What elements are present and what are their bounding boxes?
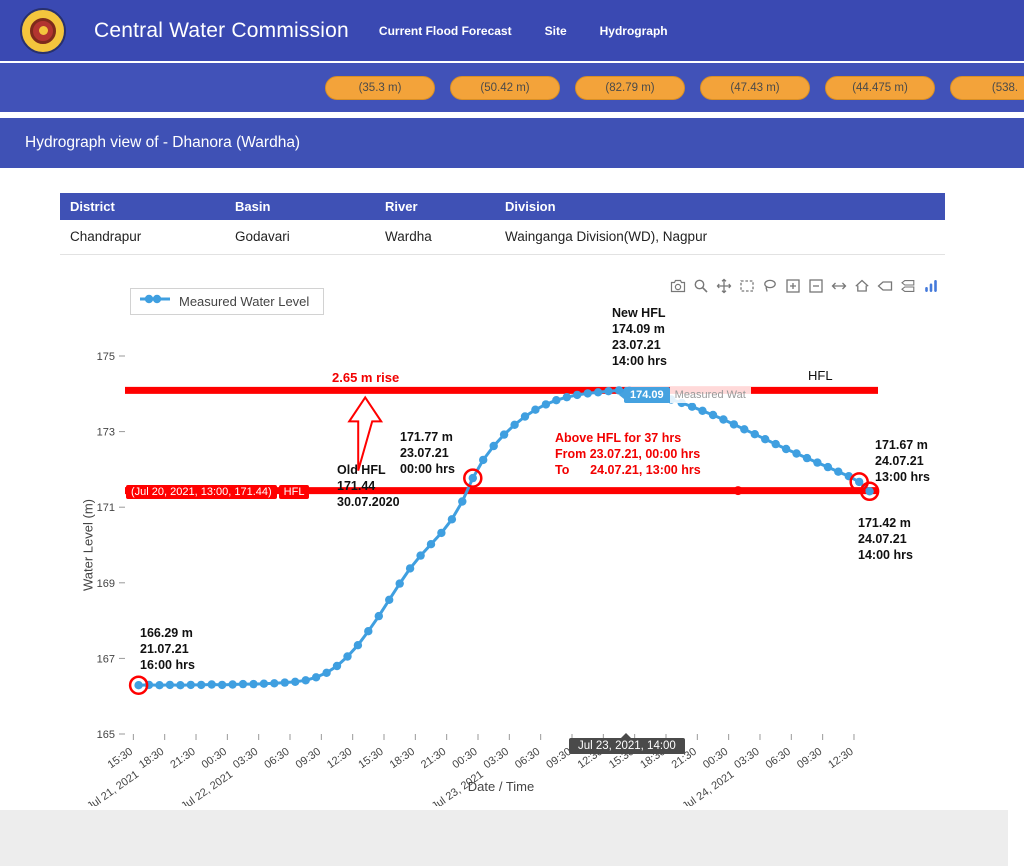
- station-level-button-6[interactable]: (538.: [950, 75, 1024, 100]
- svg-text:15:30: 15:30: [106, 745, 135, 771]
- legend-label: Measured Water Level: [179, 293, 310, 309]
- table-row: Chandrapur Godavari Wardha Wainganga Div…: [60, 220, 945, 255]
- camera-icon[interactable]: [668, 278, 687, 295]
- annotation-new-hfl: New HFL 174.09 m 23.07.21 14:00 hrs: [612, 305, 667, 368]
- zoom-in-icon[interactable]: [783, 278, 802, 295]
- svg-text:18:30: 18:30: [388, 745, 417, 771]
- cwc-logo-core: [38, 26, 48, 35]
- svg-text:12:30: 12:30: [826, 745, 855, 771]
- hfl-hover-text: (Jul 20, 2021, 13:00, 171.44): [126, 484, 277, 499]
- peak-hover-value: 174.09: [624, 386, 670, 403]
- svg-text:03:30: 03:30: [732, 745, 761, 771]
- page-subtitle: Hydrograph view of - Dhanora (Wardha): [25, 134, 301, 151]
- top-bars: Central Water Commission Current Flood F…: [0, 0, 1024, 168]
- cell-river: Wardha: [375, 220, 495, 255]
- chart-legend[interactable]: Measured Water Level: [130, 287, 325, 315]
- peak-hover-trace-name: Measured Wat: [669, 386, 751, 403]
- hydrograph-chart: 165 167 169 171 173 175 15:30 18:30 21:30 00:30 03…: [60, 268, 945, 806]
- svg-text:Jul 22, 2021: Jul 22, 2021: [179, 768, 235, 805]
- station-level-button-2[interactable]: (50.42 m): [450, 75, 560, 100]
- annotation-rise: 2.65 m rise: [332, 369, 400, 385]
- subtitle-bar: Hydrograph view of - Dhanora (Wardha): [0, 118, 1024, 168]
- nav-site[interactable]: Site: [544, 23, 567, 38]
- svg-text:09:30: 09:30: [294, 745, 323, 771]
- header-division: Division: [495, 193, 945, 220]
- svg-text:165: 165: [97, 729, 115, 741]
- svg-text:175: 175: [97, 351, 115, 363]
- lasso-select-icon[interactable]: [760, 278, 779, 295]
- plotly-modebar: [668, 278, 940, 295]
- station-info-table: District Basin River Division Chandrapur…: [60, 193, 945, 255]
- svg-text:06:30: 06:30: [513, 745, 542, 771]
- reset-axes-icon[interactable]: [852, 278, 871, 295]
- app-header: Central Water Commission Current Flood F…: [0, 0, 1024, 61]
- cell-division: Wainganga Division(WD), Nagpur: [495, 220, 945, 255]
- main-nav: Current Flood Forecast Site Hydrograph: [379, 24, 668, 38]
- plotly-logo-icon[interactable]: [921, 278, 940, 295]
- annotation-start: 166.29 m 21.07.21 16:00 hrs: [140, 625, 195, 672]
- annotation-end-1400: 171.42 m 24.07.21 14:00 hrs: [858, 515, 913, 562]
- nav-hydrograph[interactable]: Hydrograph: [599, 23, 668, 38]
- svg-text:06:30: 06:30: [262, 745, 291, 771]
- hover-closest-icon[interactable]: [875, 278, 894, 295]
- header-district: District: [60, 193, 225, 220]
- station-level-button-1[interactable]: (35.3 m): [325, 75, 435, 100]
- svg-text:00:30: 00:30: [450, 745, 479, 771]
- annotation-crossing: 171.77 m 23.07.21 00:00 hrs: [400, 429, 455, 476]
- svg-text:00:30: 00:30: [701, 745, 730, 771]
- annotation-above-hfl: Above HFL for 37 hrs From 23.07.21, 00:0…: [555, 430, 701, 477]
- page-scrollbar[interactable]: [1008, 168, 1024, 866]
- cell-district: Chandrapur: [60, 220, 225, 255]
- hfl-hover-trace-name: HFL: [278, 484, 310, 499]
- svg-text:12:30: 12:30: [325, 745, 354, 771]
- svg-text:00:30: 00:30: [200, 745, 229, 771]
- peak-hover-label: 174.09 Measured Wat: [619, 386, 751, 403]
- svg-text:03:30: 03:30: [231, 745, 260, 771]
- y-axis-title: Water Level (m): [80, 498, 96, 591]
- stations-bar: (35.3 m) (50.42 m) (82.79 m) (47.43 m) (…: [0, 61, 1024, 112]
- hfl-hover-label: (Jul 20, 2021, 13:00, 171.44) HFL: [126, 484, 310, 499]
- annotation-end-1300: 171.67 m 24.07.21 13:00 hrs: [875, 437, 930, 484]
- svg-text:09:30: 09:30: [795, 745, 824, 771]
- nav-current-flood-forecast[interactable]: Current Flood Forecast: [378, 23, 512, 38]
- station-level-button-4[interactable]: (47.43 m): [700, 75, 810, 100]
- svg-text:21:30: 21:30: [168, 745, 197, 771]
- table-header-row: District Basin River Division: [60, 193, 945, 220]
- x-axis-title: Date / Time: [467, 778, 535, 794]
- zoom-icon[interactable]: [691, 278, 710, 295]
- cell-basin: Godavari: [225, 220, 375, 255]
- svg-text:18:30: 18:30: [137, 745, 166, 771]
- annotation-old-hfl: Old HFL 171.44 30.07.2020: [337, 462, 400, 509]
- cwc-logo[interactable]: [20, 7, 66, 54]
- content-panel: District Basin River Division Chandrapur…: [0, 168, 1024, 810]
- zoom-out-icon[interactable]: [806, 278, 825, 295]
- autoscale-icon[interactable]: [829, 278, 848, 295]
- svg-text:Jul 24, 2021: Jul 24, 2021: [680, 768, 736, 805]
- station-level-button-5[interactable]: (44.475 m): [825, 75, 935, 100]
- svg-text:167: 167: [97, 653, 115, 665]
- box-select-icon[interactable]: [737, 278, 756, 295]
- header-basin: Basin: [225, 193, 375, 220]
- svg-text:15:30: 15:30: [356, 745, 385, 771]
- annotation-hfl-label: HFL: [808, 367, 833, 383]
- svg-text:173: 173: [97, 426, 115, 438]
- svg-text:169: 169: [97, 577, 115, 589]
- svg-text:Jul 21, 2021: Jul 21, 2021: [85, 768, 141, 805]
- x-axis-tooltip: Jul 23, 2021, 14:00: [569, 732, 685, 754]
- cwc-logo-inner-ring: [30, 17, 56, 44]
- svg-text:171: 171: [97, 502, 115, 514]
- pan-icon[interactable]: [714, 278, 733, 295]
- app-title: Central Water Commission: [94, 18, 349, 42]
- hover-compare-icon[interactable]: [898, 278, 917, 295]
- header-river: River: [375, 193, 495, 220]
- station-level-button-3[interactable]: (82.79 m): [575, 75, 685, 100]
- svg-text:06:30: 06:30: [764, 745, 793, 771]
- legend-marker-icon: [139, 292, 171, 310]
- svg-text:21:30: 21:30: [419, 745, 448, 771]
- svg-text:03:30: 03:30: [482, 745, 511, 771]
